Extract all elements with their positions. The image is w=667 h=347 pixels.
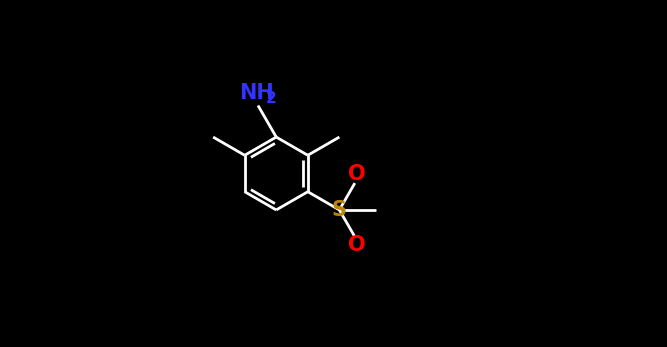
Text: S: S xyxy=(332,200,347,220)
Text: O: O xyxy=(348,164,366,185)
Text: NH: NH xyxy=(239,83,273,103)
Text: 2: 2 xyxy=(266,91,277,106)
Text: O: O xyxy=(348,235,366,255)
